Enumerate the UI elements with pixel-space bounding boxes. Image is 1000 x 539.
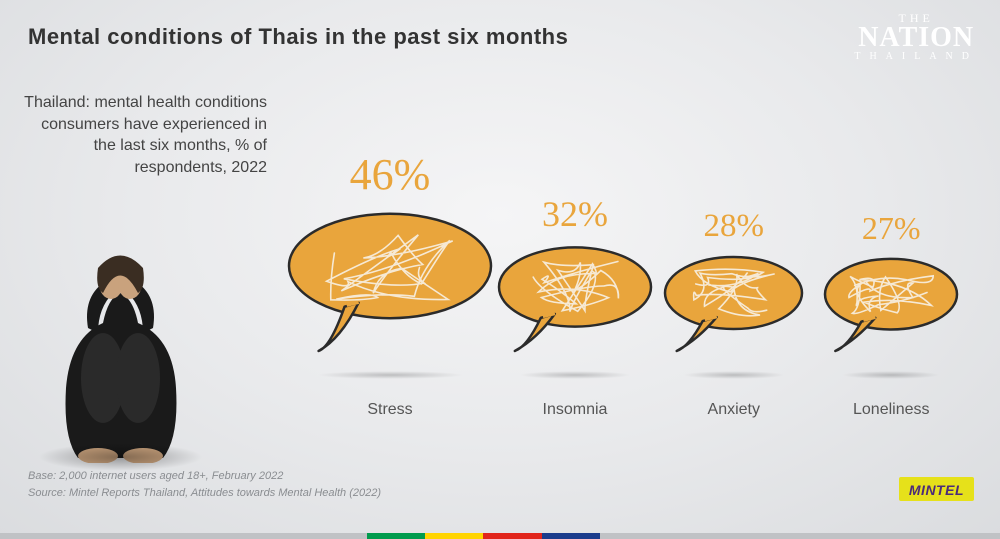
stripe-segment [0, 533, 367, 539]
condition-label: Insomnia [543, 401, 608, 419]
mintel-logo: MINTEL [899, 477, 974, 501]
person-illustration [48, 238, 193, 463]
nation-logo-line2: NATION [854, 24, 978, 52]
bubble-shadow [519, 371, 631, 379]
stripe-segment [542, 533, 600, 539]
condition-item: 28% Anxiety [655, 208, 813, 419]
condition-item: 46% Stress [285, 149, 495, 419]
page-title: Mental conditions of Thais in the past s… [28, 24, 568, 50]
infographic-stage: Mental conditions of Thais in the past s… [0, 0, 1000, 539]
person-svg [48, 238, 193, 463]
stripe-segment [483, 533, 541, 539]
condition-pct: 27% [862, 210, 921, 247]
nation-logo: THE NATION THAILAND [854, 12, 978, 62]
condition-pct: 46% [350, 149, 431, 200]
footnote-base: Base: 2,000 internet users aged 18+, Feb… [28, 468, 381, 485]
bottom-stripe [0, 533, 1000, 539]
condition-label: Stress [367, 401, 412, 419]
person-shadow [38, 443, 203, 471]
bubble-shadow [683, 371, 785, 379]
condition-label: Loneliness [853, 401, 930, 419]
thought-bubble-icon [285, 208, 495, 353]
condition-pct: 28% [704, 208, 765, 245]
conditions-row: 46% Stress32% Insomnia28% Anxiety27% Lon… [285, 70, 970, 419]
thought-bubble-icon [495, 243, 655, 353]
nation-logo-line3: THAILAND [854, 52, 978, 62]
condition-label: Anxiety [708, 401, 760, 419]
condition-item: 27% Loneliness [813, 210, 971, 419]
subtitle: Thailand: mental health conditions consu… [22, 92, 267, 178]
bubble-shadow [317, 371, 464, 379]
condition-item: 32% Insomnia [495, 193, 655, 419]
condition-pct: 32% [542, 193, 608, 235]
thought-bubble-icon [821, 255, 961, 353]
stripe-segment [425, 533, 483, 539]
footnote-source: Source: Mintel Reports Thailand, Attitud… [28, 485, 381, 502]
bubble-shadow [842, 371, 940, 379]
stripe-segment [600, 533, 1000, 539]
thought-bubble-icon [661, 253, 806, 353]
stripe-segment [367, 533, 425, 539]
footnotes: Base: 2,000 internet users aged 18+, Feb… [28, 468, 381, 501]
